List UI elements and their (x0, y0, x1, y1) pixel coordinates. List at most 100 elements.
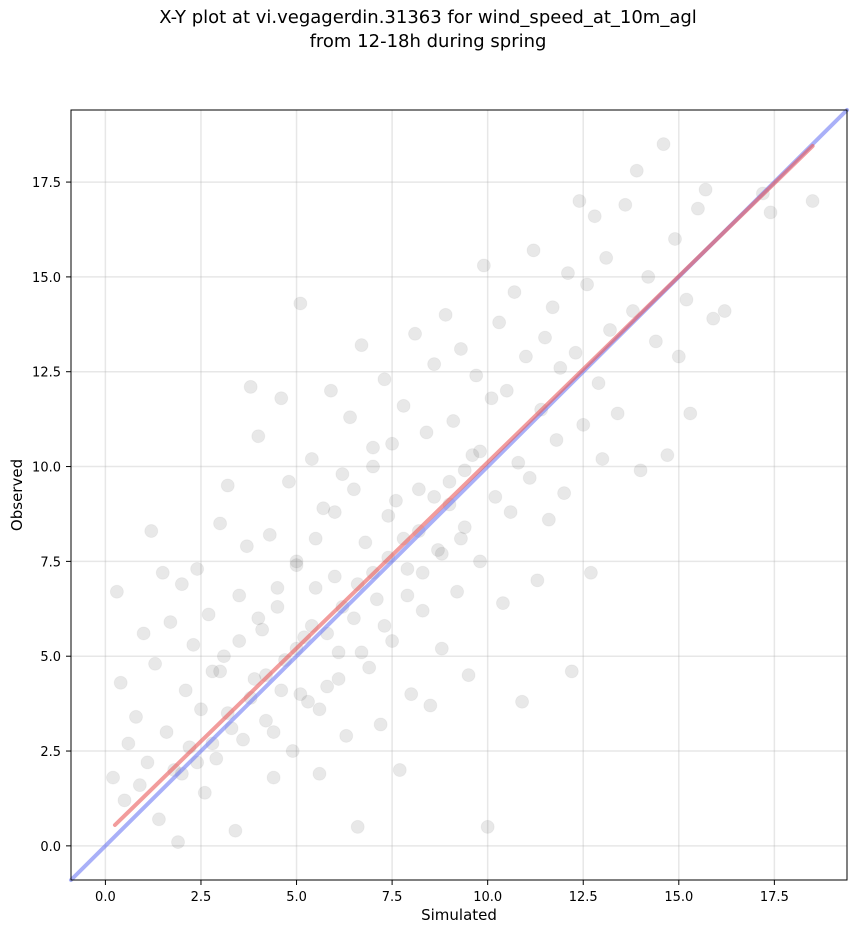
scatter-point (354, 338, 369, 353)
scatter-point (255, 622, 270, 637)
scatter-point (270, 580, 285, 595)
scatter-point (174, 577, 189, 592)
scatter-point (331, 645, 346, 660)
scatter-point (404, 687, 419, 702)
scatter-point (392, 763, 407, 777)
scatter-point (453, 531, 468, 546)
scatter-point (327, 569, 342, 584)
scatter-point (515, 694, 530, 709)
scatter-point (262, 527, 277, 542)
scatter-point (381, 508, 396, 523)
scatter-point (243, 379, 258, 394)
scatter-point (136, 626, 151, 641)
scatter-point (159, 725, 174, 740)
scatter-point (488, 489, 503, 504)
scatter-point (633, 463, 648, 478)
scatter-point (251, 611, 266, 626)
scatter-point (369, 592, 384, 607)
scatter-point (564, 664, 579, 679)
x-tick-label: 10.0 (473, 890, 502, 905)
scatter-point (541, 512, 556, 527)
scatter-point (660, 448, 675, 463)
scatter-point (251, 429, 266, 444)
scatter-point (213, 664, 228, 679)
scatter-point (518, 349, 533, 364)
scatter-point (148, 656, 163, 671)
plot-frame (70, 109, 848, 881)
scatter-point (247, 671, 262, 686)
scatter-point (648, 334, 663, 349)
scatter-point (377, 618, 392, 633)
scatter-point (522, 470, 537, 485)
regression-lines (69, 108, 849, 882)
scatter-point (580, 277, 595, 292)
scatter-point (568, 345, 583, 360)
scatter-point (266, 770, 281, 785)
scatter-point (671, 349, 686, 364)
scatter-point (591, 376, 606, 391)
scatter-point (511, 455, 526, 470)
scatter-point (323, 383, 338, 398)
scatter-point (610, 406, 625, 421)
scatter-point (362, 660, 377, 675)
scatter-point (583, 565, 598, 580)
scatter-point (151, 812, 166, 827)
scatter-point (335, 467, 350, 482)
scatter-point (304, 451, 319, 466)
scatter-point (293, 687, 308, 702)
scatter-point (320, 679, 335, 694)
scatter-point (113, 675, 128, 690)
scatter-point (553, 360, 568, 375)
scatter-point (599, 250, 614, 265)
y-tick-label: 2.5 (40, 745, 61, 760)
scatter-point (427, 357, 442, 372)
scatter-point (343, 410, 358, 425)
scatter-point (587, 209, 602, 224)
scatter-point (446, 414, 461, 429)
scatter-point (706, 311, 721, 326)
scatter-point (266, 725, 281, 740)
scatter-point (625, 304, 640, 319)
scatter-point (618, 197, 633, 212)
scatter-point (473, 444, 488, 459)
scatter-point (339, 728, 354, 743)
scatter-point (193, 702, 208, 717)
chart-title-line-2: from 12-18h during spring (309, 31, 547, 52)
scatter-point (346, 482, 361, 497)
scatter-point (140, 755, 155, 770)
scatter-point (216, 649, 231, 664)
scatter-point (557, 486, 572, 501)
scatter-points (106, 137, 820, 850)
x-axis-label: Simulated (421, 906, 497, 924)
scatter-point (228, 823, 243, 838)
scatter-point (385, 634, 400, 649)
scatter-point (312, 702, 327, 717)
scatter-point (121, 736, 136, 751)
scatter-point (595, 451, 610, 466)
chart-title: X-Y plot at vi.vegagerdin.31363 for wind… (0, 6, 856, 54)
scatter-point (186, 637, 201, 652)
scatter-point (197, 785, 212, 800)
scatter-point (461, 668, 476, 683)
y-tick-label: 5.0 (40, 650, 61, 665)
scatter-point (473, 554, 488, 569)
scatter-point (503, 505, 518, 520)
scatter-point (106, 770, 121, 785)
scatter-point (155, 565, 170, 580)
scatter-point (385, 436, 400, 451)
scatter-point (232, 588, 247, 603)
scatter-point (331, 671, 346, 686)
scatter-point (163, 615, 178, 630)
x-tick-label: 7.5 (382, 890, 403, 905)
scatter-point (270, 599, 285, 614)
scatter-point (400, 588, 415, 603)
scatter-point (388, 493, 403, 508)
scatter-point (480, 819, 495, 834)
scatter-point (492, 315, 507, 330)
scatter-point (274, 683, 289, 698)
y-tick-label: 12.5 (32, 366, 61, 381)
scatter-point (365, 440, 380, 455)
y-tick-label: 7.5 (40, 555, 61, 570)
scatter-point (144, 524, 159, 539)
